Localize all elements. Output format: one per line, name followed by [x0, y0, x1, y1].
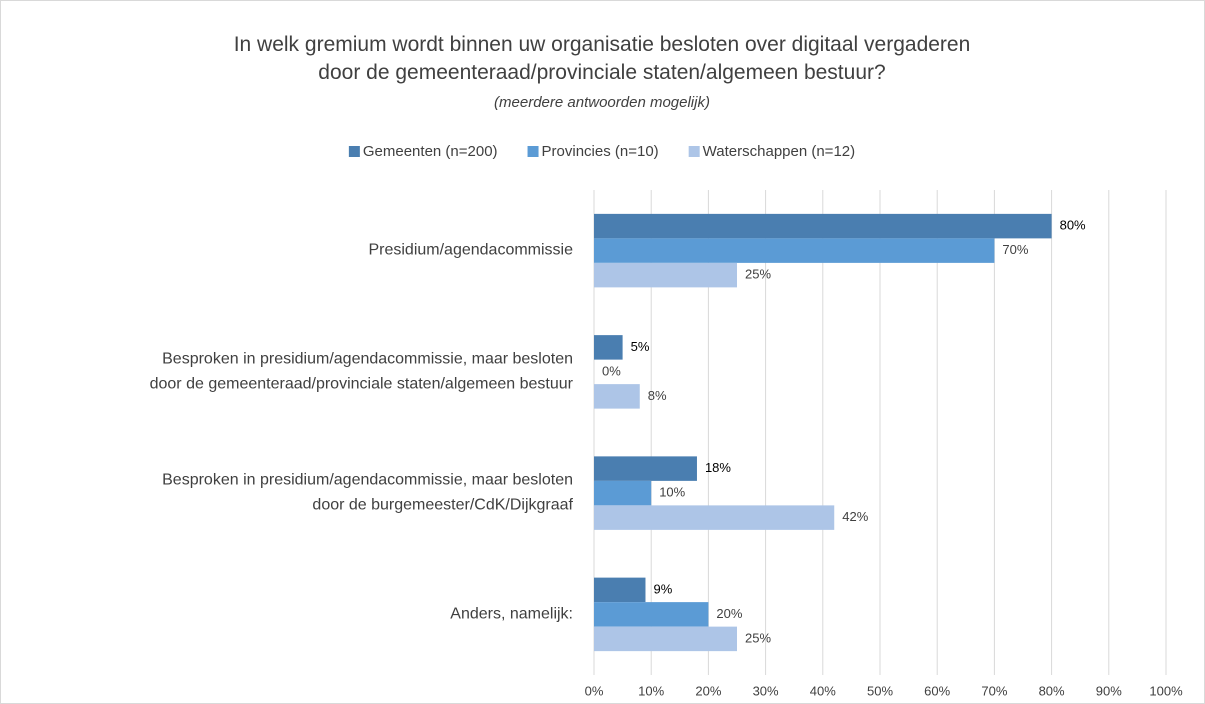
bar: [594, 626, 737, 652]
x-tick-label: 60%: [924, 683, 950, 698]
value-label: 10%: [659, 485, 685, 500]
legend-swatch: [527, 146, 539, 157]
bar: [594, 238, 995, 263]
x-tick-label: 80%: [1039, 683, 1065, 698]
bar: [594, 335, 623, 360]
x-tick-label: 10%: [638, 683, 664, 698]
bar: [594, 262, 737, 288]
chart-title: In welk gremium wordt binnen uw organisa…: [234, 33, 971, 84]
bar: [594, 213, 1052, 239]
value-label: 80%: [1060, 218, 1086, 233]
value-label: 70%: [1002, 242, 1028, 257]
value-label: 9%: [653, 581, 672, 596]
bar: [594, 577, 646, 603]
bar: [594, 480, 652, 506]
x-tick-label: 20%: [695, 683, 721, 698]
bar: [594, 384, 640, 409]
legend-label: Gemeenten (n=200): [363, 143, 498, 160]
x-tick-label: 30%: [753, 683, 779, 698]
legend-label: Provincies (n=10): [542, 143, 659, 160]
x-tick-label: 50%: [867, 683, 893, 698]
value-label: 0%: [602, 363, 621, 378]
y-tick-label: Presidium/agendacommissie: [368, 242, 573, 259]
legend: Gemeenten (n=200) Provincies (n=10) Waters…: [348, 143, 855, 160]
bar: [594, 456, 697, 481]
y-tick-label: Besproken in presidium/agendacommissie, …: [150, 351, 574, 393]
bar: [594, 505, 835, 530]
value-label: 25%: [745, 630, 771, 645]
x-tick-label: 90%: [1096, 683, 1122, 698]
x-tick-label: 40%: [810, 683, 836, 698]
value-label: 42%: [842, 509, 868, 524]
value-label: 18%: [705, 460, 731, 475]
x-tick-label: 70%: [981, 683, 1007, 698]
legend-label: Waterschappen (n=12): [703, 143, 855, 160]
value-label: 5%: [631, 339, 650, 354]
value-label: 20%: [716, 606, 742, 621]
x-tick-label: 100%: [1149, 683, 1183, 698]
value-label: 25%: [745, 267, 771, 282]
legend-swatch: [348, 146, 360, 157]
y-tick-label: Besproken in presidium/agendacommissie, …: [162, 472, 573, 514]
bar: [594, 602, 709, 627]
y-tick-label: Anders, namelijk:: [450, 606, 573, 623]
chart-subtitle: (meerdere antwoorden mogelijk): [494, 94, 710, 111]
value-label: 8%: [648, 388, 667, 403]
legend-swatch: [688, 146, 700, 157]
x-tick-label: 0%: [585, 683, 604, 698]
